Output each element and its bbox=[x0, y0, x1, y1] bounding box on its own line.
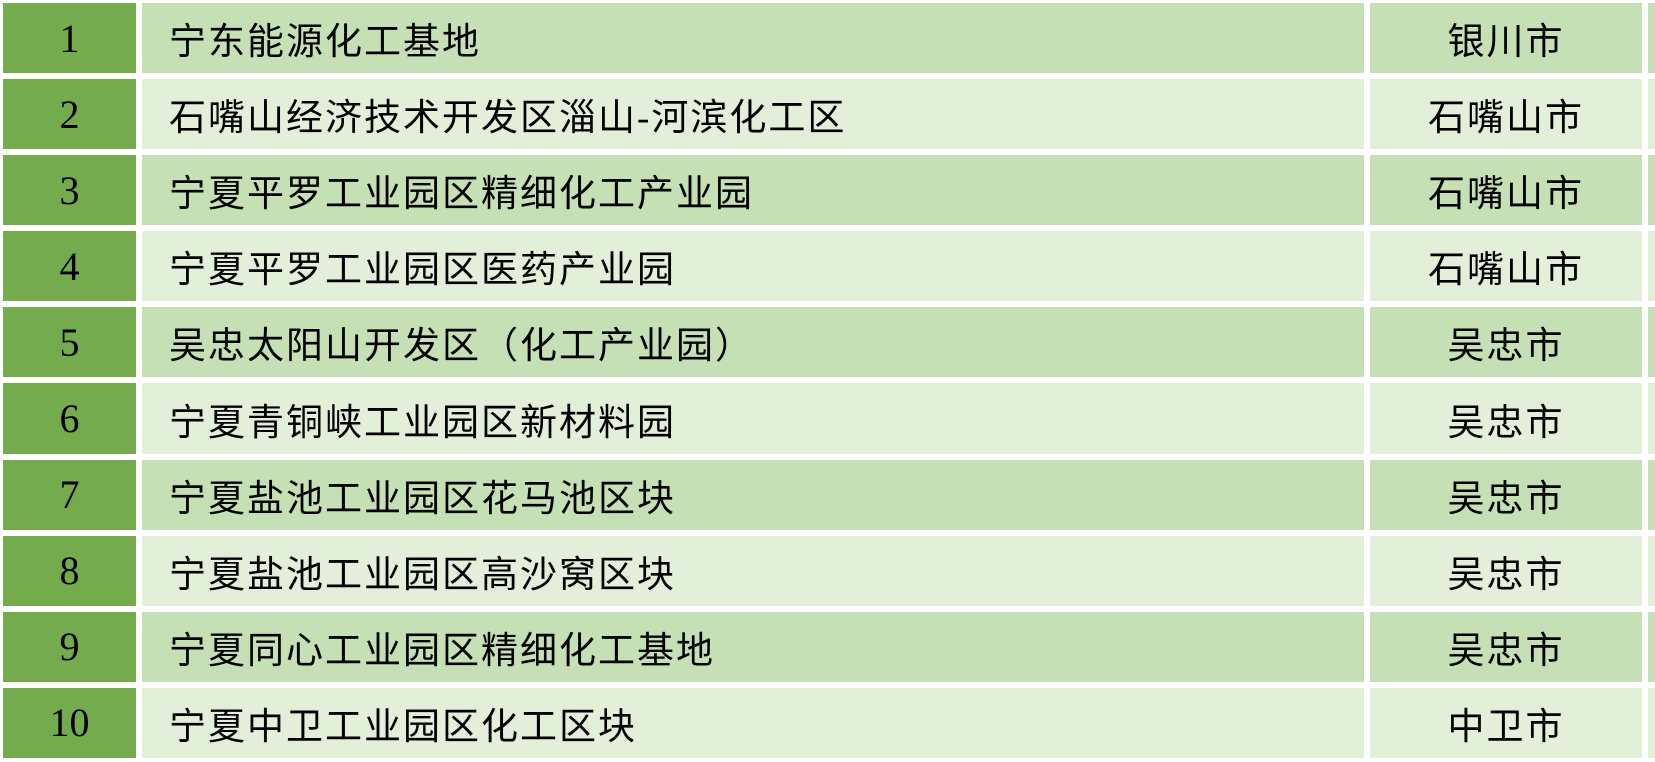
cutoff-column-sliver bbox=[1648, 231, 1655, 302]
park-name-cell: 石嘴山经济技术开发区淄山-河滨化工区 bbox=[142, 79, 1364, 150]
table-row: 3 宁夏平罗工业园区精细化工产业园 石嘴山市 bbox=[3, 155, 1655, 226]
table-row: 8 宁夏盐池工业园区高沙窝区块 吴忠市 bbox=[3, 535, 1655, 606]
row-index: 7 bbox=[59, 472, 80, 518]
park-name: 吴忠太阳山开发区（化工产业园） bbox=[169, 326, 754, 368]
cutoff-column-sliver bbox=[1648, 3, 1655, 74]
table-row: 4 宁夏平罗工业园区医药产业园 石嘴山市 bbox=[3, 231, 1655, 302]
cutoff-column-sliver bbox=[1648, 383, 1655, 454]
row-index-cell: 6 bbox=[3, 383, 136, 454]
city-name: 石嘴山市 bbox=[1428, 250, 1584, 292]
city-cell: 吴忠市 bbox=[1370, 383, 1642, 454]
cutoff-column-sliver bbox=[1648, 79, 1655, 150]
table-row: 2 石嘴山经济技术开发区淄山-河滨化工区 石嘴山市 bbox=[3, 79, 1655, 150]
city-name: 吴忠市 bbox=[1447, 402, 1565, 444]
cutoff-column-sliver bbox=[1648, 459, 1655, 530]
row-index-cell: 7 bbox=[3, 459, 136, 530]
cutoff-column-sliver bbox=[1648, 307, 1655, 378]
table-row: 7 宁夏盐池工业园区花马池区块 吴忠市 bbox=[3, 459, 1655, 530]
table-body: 1 宁东能源化工基地 银川市 2 石嘴山经济技术开发区淄山-河滨化工区 石嘴山市 bbox=[3, 3, 1655, 758]
cutoff-column-sliver bbox=[1648, 535, 1655, 606]
park-name-cell: 宁夏平罗工业园区精细化工产业园 bbox=[142, 155, 1364, 226]
city-cell: 吴忠市 bbox=[1370, 611, 1642, 682]
city-name: 石嘴山市 bbox=[1428, 98, 1584, 140]
cutoff-column-sliver bbox=[1648, 155, 1655, 226]
park-name: 宁夏中卫工业园区化工区块 bbox=[169, 706, 637, 748]
park-name-cell: 吴忠太阳山开发区（化工产业园） bbox=[142, 307, 1364, 378]
park-name: 宁夏青铜峡工业园区新材料园 bbox=[169, 402, 676, 444]
city-cell: 石嘴山市 bbox=[1370, 231, 1642, 302]
park-name: 宁夏平罗工业园区精细化工产业园 bbox=[169, 174, 754, 216]
park-name-cell: 宁夏同心工业园区精细化工基地 bbox=[142, 611, 1364, 682]
table-row: 6 宁夏青铜峡工业园区新材料园 吴忠市 bbox=[3, 383, 1655, 454]
city-name: 吴忠市 bbox=[1447, 630, 1565, 672]
row-index: 3 bbox=[59, 167, 80, 213]
row-index-cell: 5 bbox=[3, 307, 136, 378]
park-name-cell: 宁夏平罗工业园区医药产业园 bbox=[142, 231, 1364, 302]
row-index: 5 bbox=[59, 319, 80, 365]
row-index-cell: 9 bbox=[3, 611, 136, 682]
table-row: 10 宁夏中卫工业园区化工区块 中卫市 bbox=[3, 687, 1655, 758]
row-index-cell: 8 bbox=[3, 535, 136, 606]
park-name-cell: 宁东能源化工基地 bbox=[142, 3, 1364, 74]
cutoff-column-sliver bbox=[1648, 611, 1655, 682]
park-name-cell: 宁夏中卫工业园区化工区块 bbox=[142, 687, 1364, 758]
city-name: 吴忠市 bbox=[1447, 554, 1565, 596]
row-index: 1 bbox=[59, 15, 80, 61]
city-cell: 中卫市 bbox=[1370, 687, 1642, 758]
table-row: 5 吴忠太阳山开发区（化工产业园） 吴忠市 bbox=[3, 307, 1655, 378]
row-index: 4 bbox=[59, 243, 80, 289]
city-name: 吴忠市 bbox=[1447, 478, 1565, 520]
city-cell: 石嘴山市 bbox=[1370, 155, 1642, 226]
park-name-cell: 宁夏青铜峡工业园区新材料园 bbox=[142, 383, 1364, 454]
row-index: 9 bbox=[59, 624, 80, 670]
city-cell: 吴忠市 bbox=[1370, 459, 1642, 530]
city-name: 银川市 bbox=[1447, 22, 1565, 64]
table-row: 1 宁东能源化工基地 银川市 bbox=[3, 3, 1655, 74]
park-name: 宁夏平罗工业园区医药产业园 bbox=[169, 250, 676, 292]
park-name-cell: 宁夏盐池工业园区高沙窝区块 bbox=[142, 535, 1364, 606]
row-index: 8 bbox=[59, 548, 80, 594]
row-index-cell: 2 bbox=[3, 79, 136, 150]
park-name: 宁夏盐池工业园区花马池区块 bbox=[169, 478, 676, 520]
city-name: 石嘴山市 bbox=[1428, 174, 1584, 216]
park-name: 宁东能源化工基地 bbox=[169, 22, 481, 64]
row-index: 2 bbox=[59, 91, 80, 137]
park-name: 石嘴山经济技术开发区淄山-河滨化工区 bbox=[169, 98, 847, 140]
row-index-cell: 4 bbox=[3, 231, 136, 302]
park-name: 宁夏同心工业园区精细化工基地 bbox=[169, 630, 715, 672]
row-index: 6 bbox=[59, 396, 80, 442]
row-index-cell: 1 bbox=[3, 3, 136, 74]
city-name: 中卫市 bbox=[1447, 706, 1565, 748]
city-name: 吴忠市 bbox=[1447, 326, 1565, 368]
city-cell: 吴忠市 bbox=[1370, 535, 1642, 606]
row-index-cell: 3 bbox=[3, 155, 136, 226]
row-index: 10 bbox=[49, 700, 90, 746]
cutoff-column-sliver bbox=[1648, 687, 1655, 758]
city-cell: 石嘴山市 bbox=[1370, 79, 1642, 150]
row-index-cell: 10 bbox=[3, 687, 136, 758]
city-cell: 吴忠市 bbox=[1370, 307, 1642, 378]
table-row: 9 宁夏同心工业园区精细化工基地 吴忠市 bbox=[3, 611, 1655, 682]
park-name-cell: 宁夏盐池工业园区花马池区块 bbox=[142, 459, 1364, 530]
city-cell: 银川市 bbox=[1370, 3, 1642, 74]
park-name: 宁夏盐池工业园区高沙窝区块 bbox=[169, 554, 676, 596]
